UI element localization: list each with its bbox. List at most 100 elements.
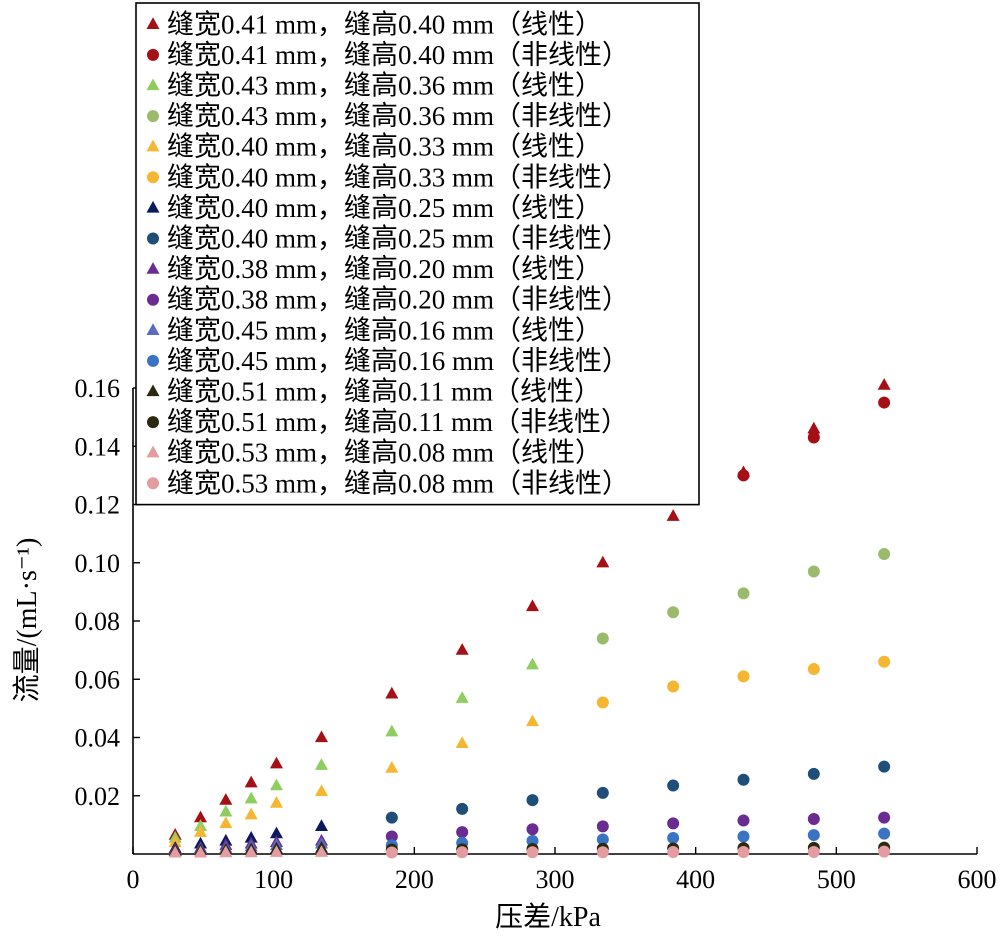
data-point: [269, 796, 283, 808]
legend-item: 缝宽0.51 mm，缝高0.11 mm（非线性）: [147, 407, 628, 437]
data-point: [219, 804, 233, 817]
data-point: [737, 670, 750, 683]
y-axis-title: 流量/(mL·s⁻¹): [11, 538, 43, 703]
legend-item: 缝宽0.40 mm，缝高0.25 mm（线性）: [146, 193, 602, 223]
legend-marker: [147, 171, 159, 184]
legend-item: 缝宽0.43 mm，缝高0.36 mm（线性）: [146, 71, 602, 101]
data-point: [596, 555, 610, 568]
legend-marker: [147, 477, 159, 490]
data-point: [525, 599, 539, 612]
legend-item: 缝宽0.38 mm，缝高0.20 mm（非线性）: [147, 285, 629, 315]
y-tick-label: 0.12: [75, 491, 121, 520]
data-point: [737, 469, 750, 482]
data-point: [526, 823, 539, 836]
series-1: [737, 396, 891, 482]
legend-marker: [147, 416, 159, 429]
data-point: [596, 846, 609, 859]
data-point: [807, 663, 820, 676]
data-point: [667, 680, 680, 693]
x-axis-title: 压差/kPa: [495, 901, 601, 933]
data-point: [807, 813, 820, 826]
data-point: [385, 724, 399, 737]
data-point: [385, 686, 399, 699]
legend-label: 缝宽0.40 mm，缝高0.33 mm（线性）: [167, 132, 602, 162]
data-point: [314, 845, 328, 857]
data-point: [807, 845, 820, 858]
legend-label: 缝宽0.53 mm，缝高0.08 mm（非线性）: [167, 468, 629, 498]
data-point: [269, 826, 283, 839]
data-point: [194, 845, 208, 858]
data-point: [596, 786, 609, 799]
y-tick-label: 0.02: [75, 782, 121, 811]
data-point: [314, 758, 328, 770]
legend-item: 缝宽0.40 mm，缝高0.33 mm（线性）: [146, 132, 602, 162]
data-point: [314, 784, 328, 797]
data-point: [667, 817, 680, 830]
data-point: [385, 811, 398, 824]
legend-marker: [147, 293, 159, 306]
legend-item: 缝宽0.53 mm，缝高0.08 mm（非线性）: [147, 468, 629, 498]
y-tick-label: 0.04: [75, 724, 121, 753]
legend-label: 缝宽0.45 mm，缝高0.16 mm（非线性）: [167, 346, 629, 376]
x-tick-label: 400: [676, 865, 715, 894]
series-3: [596, 548, 891, 645]
data-point: [194, 810, 208, 823]
y-tick-label: 0.10: [75, 549, 121, 578]
series-4: [168, 714, 539, 848]
data-point: [455, 736, 469, 749]
legend-label: 缝宽0.40 mm，缝高0.25 mm（非线性）: [167, 224, 629, 254]
axes: 0 100 200 300 400 500 600 0.02 0.04 0.06 0.08 0.10 0…: [75, 374, 997, 894]
series-7: [385, 760, 891, 824]
legend-marker: [146, 384, 160, 397]
legend-item: 缝宽0.43 mm，缝高0.36 mm（非线性）: [147, 101, 629, 131]
data-point: [878, 827, 891, 840]
data-point: [596, 696, 609, 709]
data-point: [737, 814, 750, 827]
x-tick-label: 500: [817, 865, 856, 894]
data-point: [219, 845, 233, 858]
legend: 缝宽0.41 mm，缝高0.40 mm（线性）缝宽0.41 mm，缝高0.40 …: [135, 2, 700, 506]
legend-marker: [146, 262, 160, 274]
x-tick-label: 100: [254, 865, 293, 894]
data-point: [878, 760, 891, 773]
data-point: [269, 845, 283, 857]
legend-marker: [147, 48, 159, 61]
legend-marker: [147, 110, 159, 123]
data-point: [456, 802, 469, 815]
legend-label: 缝宽0.43 mm，缝高0.36 mm（线性）: [167, 71, 602, 101]
data-point: [878, 548, 891, 561]
data-point: [877, 378, 891, 390]
data-point: [269, 756, 283, 769]
data-point: [737, 830, 750, 843]
data-point: [667, 606, 680, 619]
legend-label: 缝宽0.38 mm，缝高0.20 mm（非线性）: [167, 285, 629, 315]
y-tick-label: 0.06: [75, 665, 121, 694]
data-point: [596, 833, 609, 846]
data-point: [385, 846, 398, 859]
data-point: [526, 794, 539, 807]
series-15: [385, 845, 891, 859]
series-2: [168, 657, 539, 843]
y-tick-label: 0.16: [75, 374, 121, 403]
data-point: [456, 826, 469, 839]
data-point: [807, 767, 820, 780]
data-point: [596, 820, 609, 833]
legend-label: 缝宽0.40 mm，缝高0.33 mm（非线性）: [167, 162, 629, 192]
legend-marker: [146, 139, 160, 152]
data-point: [596, 632, 609, 645]
data-point: [314, 819, 328, 832]
legend-label: 缝宽0.45 mm，缝高0.16 mm（线性）: [167, 315, 602, 345]
data-point: [525, 657, 539, 670]
legend-marker: [146, 78, 160, 91]
legend-marker: [146, 200, 160, 213]
data-point: [807, 421, 821, 434]
data-point: [456, 846, 469, 859]
data-point: [667, 845, 680, 858]
legend-marker: [147, 232, 159, 245]
legend-item: 缝宽0.40 mm，缝高0.33 mm（非线性）: [147, 162, 629, 192]
data-point: [878, 845, 891, 858]
data-point: [244, 845, 258, 858]
data-point: [807, 431, 820, 444]
data-point: [385, 761, 399, 773]
data-points: [168, 378, 891, 859]
